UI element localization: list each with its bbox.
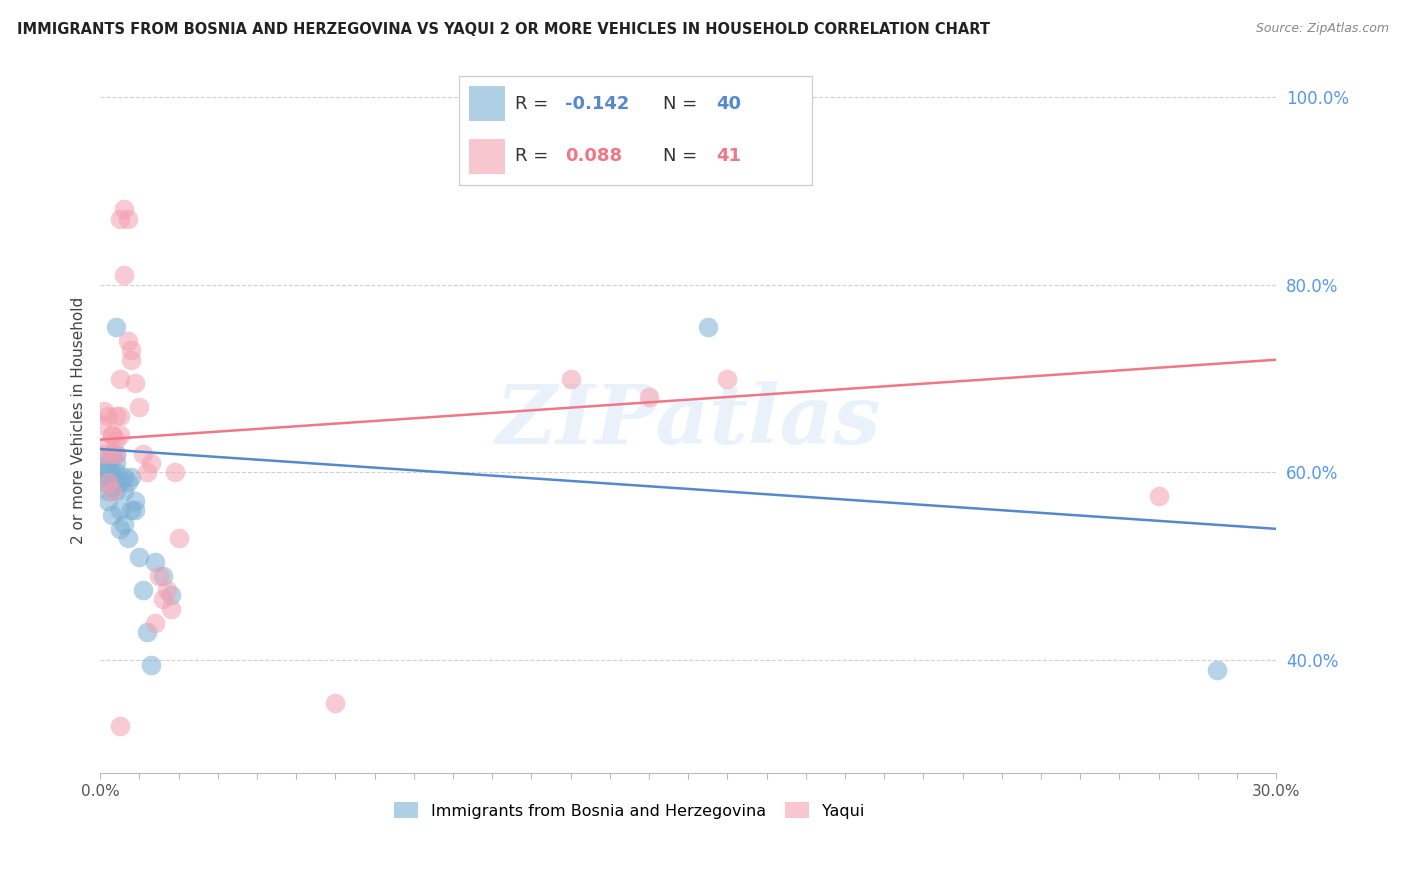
Immigrants from Bosnia and Herzegovina (101, 447, 124, 461)
Immigrants from Bosnia and Herzegovina (93, 451, 115, 466)
Yaqui (167, 531, 190, 545)
Immigrants from Bosnia and Herzegovina (132, 582, 155, 597)
Yaqui (104, 433, 127, 447)
Immigrants from Bosnia and Herzegovina (128, 549, 150, 564)
Immigrants from Bosnia and Herzegovina (121, 503, 143, 517)
Immigrants from Bosnia and Herzegovina (143, 555, 166, 569)
Immigrants from Bosnia and Herzegovina (97, 484, 120, 499)
Immigrants from Bosnia and Herzegovina (97, 460, 120, 475)
Yaqui (97, 409, 120, 423)
Immigrants from Bosnia and Herzegovina (104, 484, 127, 499)
Immigrants from Bosnia and Herzegovina (97, 470, 120, 484)
Yaqui (104, 447, 127, 461)
Text: IMMIGRANTS FROM BOSNIA AND HERZEGOVINA VS YAQUI 2 OR MORE VEHICLES IN HOUSEHOLD : IMMIGRANTS FROM BOSNIA AND HERZEGOVINA V… (17, 22, 990, 37)
Immigrants from Bosnia and Herzegovina (104, 456, 127, 470)
Yaqui (108, 409, 131, 423)
Immigrants from Bosnia and Herzegovina (93, 475, 115, 489)
Immigrants from Bosnia and Herzegovina (101, 479, 124, 493)
Immigrants from Bosnia and Herzegovina (124, 503, 146, 517)
Yaqui (124, 376, 146, 391)
Yaqui (101, 447, 124, 461)
Yaqui (163, 466, 186, 480)
Immigrants from Bosnia and Herzegovina (117, 531, 139, 545)
Immigrants from Bosnia and Herzegovina (97, 456, 120, 470)
Yaqui (101, 428, 124, 442)
Yaqui (156, 582, 179, 597)
Yaqui (148, 569, 170, 583)
Immigrants from Bosnia and Herzegovina (108, 475, 131, 489)
Immigrants from Bosnia and Herzegovina (136, 625, 159, 640)
Immigrants from Bosnia and Herzegovina (101, 466, 124, 480)
Yaqui (143, 615, 166, 630)
Yaqui (323, 696, 346, 710)
Yaqui (97, 475, 120, 489)
Immigrants from Bosnia and Herzegovina (108, 522, 131, 536)
Yaqui (108, 371, 131, 385)
Yaqui (97, 437, 120, 451)
Yaqui (101, 484, 124, 499)
Immigrants from Bosnia and Herzegovina (93, 466, 115, 480)
Yaqui (101, 428, 124, 442)
Immigrants from Bosnia and Herzegovina (104, 475, 127, 489)
Yaqui (112, 202, 135, 217)
Yaqui (132, 447, 155, 461)
Yaqui (112, 268, 135, 283)
Yaqui (108, 428, 131, 442)
Yaqui (1147, 489, 1170, 503)
Yaqui (139, 456, 162, 470)
Yaqui (121, 352, 143, 367)
Immigrants from Bosnia and Herzegovina (121, 470, 143, 484)
Yaqui (93, 404, 115, 418)
Immigrants from Bosnia and Herzegovina (1206, 663, 1229, 677)
Immigrants from Bosnia and Herzegovina (112, 470, 135, 484)
Immigrants from Bosnia and Herzegovina (97, 493, 120, 508)
Yaqui (638, 390, 661, 404)
Yaqui (117, 334, 139, 348)
Yaqui (104, 409, 127, 423)
Text: Source: ZipAtlas.com: Source: ZipAtlas.com (1256, 22, 1389, 36)
Yaqui (117, 211, 139, 226)
Text: ZIPatlas: ZIPatlas (495, 381, 882, 461)
Immigrants from Bosnia and Herzegovina (117, 475, 139, 489)
Immigrants from Bosnia and Herzegovina (91, 470, 114, 484)
Yaqui (93, 447, 115, 461)
Yaqui (136, 466, 159, 480)
Immigrants from Bosnia and Herzegovina (104, 466, 127, 480)
Yaqui (121, 343, 143, 358)
Immigrants from Bosnia and Herzegovina (124, 493, 146, 508)
Immigrants from Bosnia and Herzegovina (139, 658, 162, 673)
Yaqui (716, 371, 738, 385)
Immigrants from Bosnia and Herzegovina (159, 588, 181, 602)
Yaqui (128, 400, 150, 414)
Yaqui (91, 418, 114, 433)
Yaqui (560, 371, 582, 385)
Immigrants from Bosnia and Herzegovina (696, 319, 718, 334)
Legend: Immigrants from Bosnia and Herzegovina, Yaqui: Immigrants from Bosnia and Herzegovina, … (388, 796, 870, 825)
Yaqui (108, 211, 131, 226)
Yaqui (159, 601, 181, 615)
Yaqui (108, 719, 131, 733)
Immigrants from Bosnia and Herzegovina (101, 508, 124, 522)
Immigrants from Bosnia and Herzegovina (108, 503, 131, 517)
Immigrants from Bosnia and Herzegovina (104, 319, 127, 334)
Immigrants from Bosnia and Herzegovina (112, 517, 135, 532)
Immigrants from Bosnia and Herzegovina (152, 569, 174, 583)
Yaqui (152, 592, 174, 607)
Immigrants from Bosnia and Herzegovina (112, 484, 135, 499)
Y-axis label: 2 or more Vehicles in Household: 2 or more Vehicles in Household (72, 297, 86, 544)
Immigrants from Bosnia and Herzegovina (104, 447, 127, 461)
